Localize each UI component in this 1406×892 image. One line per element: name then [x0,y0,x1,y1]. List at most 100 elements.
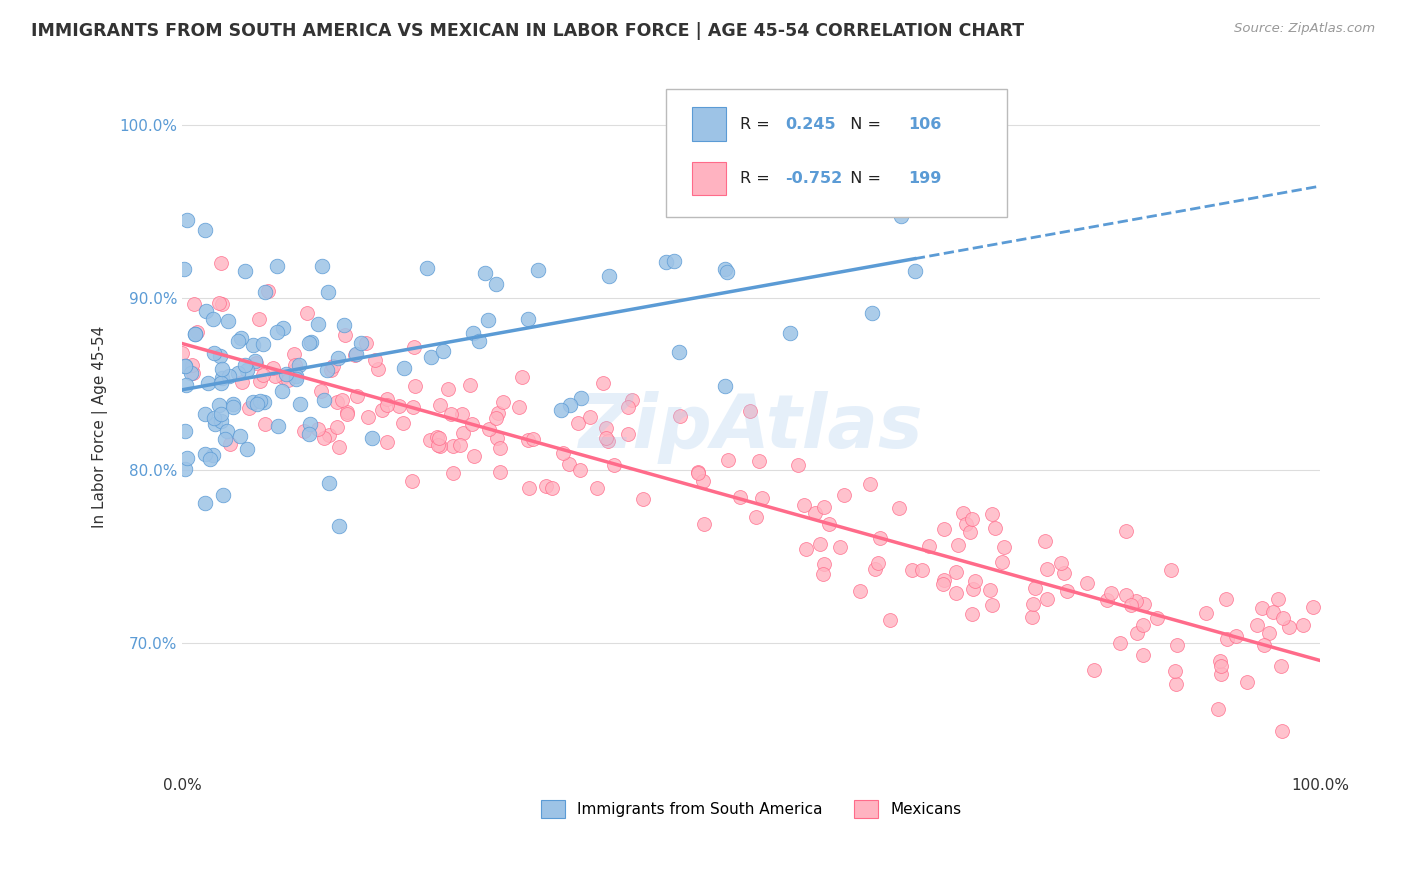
Point [208,397,231,411]
Point [1083,663,1105,677]
Point [330,392,353,407]
Point [257,285,280,299]
Point [284,359,307,373]
Point [1271,611,1294,625]
Point [246,397,269,411]
Point [603,458,626,472]
Point [516,433,538,447]
Point [1125,594,1147,608]
Point [1270,658,1292,673]
Point [1099,586,1122,600]
Point [284,363,307,377]
Point [233,264,256,278]
Point [1292,617,1315,632]
Text: -0.752: -0.752 [785,171,842,186]
Point [326,420,349,434]
Point [751,491,773,505]
Point [668,409,690,423]
Point [298,335,321,350]
Point [1115,524,1137,539]
Point [333,327,356,342]
Point [633,491,655,506]
Point [242,338,264,352]
Point [249,374,271,388]
Point [371,403,394,417]
Point [468,334,491,348]
Point [813,567,835,582]
Point [598,269,620,284]
Point [688,465,710,479]
Point [1209,667,1232,681]
Point [869,531,891,545]
Point [194,447,217,461]
Point [207,295,229,310]
Point [945,565,967,579]
Point [486,406,509,420]
Point [375,434,398,449]
Point [1253,638,1275,652]
Point [534,479,557,493]
Point [253,395,276,409]
Point [1050,556,1073,570]
Point [491,395,513,409]
Point [558,457,581,471]
Point [416,260,439,275]
Point [879,613,901,627]
Point [211,297,233,311]
Point [392,416,415,430]
Point [1095,593,1118,607]
Point [181,367,204,381]
Point [198,451,221,466]
Point [848,584,870,599]
Point [596,434,619,449]
Point [981,598,1004,612]
Point [202,345,225,359]
Text: N =: N = [839,171,886,186]
Point [1246,617,1268,632]
Point [569,463,592,477]
Point [1236,674,1258,689]
Point [298,417,321,431]
Point [218,437,240,451]
Point [429,430,451,444]
Point [620,393,643,408]
Point [489,465,512,479]
Point [336,405,359,419]
Point [194,222,217,236]
Point [328,351,350,366]
Point [254,285,277,299]
Point [787,458,810,472]
Point [932,523,955,537]
Point [474,266,496,280]
Point [890,209,912,223]
Point [592,376,614,390]
Point [236,363,259,377]
Point [441,467,464,481]
Point [1206,702,1229,716]
FancyBboxPatch shape [692,161,725,195]
Point [174,424,197,438]
Point [184,327,207,342]
Point [955,517,977,532]
Point [793,498,815,512]
Point [983,521,1005,535]
Point [267,419,290,434]
Point [1109,636,1132,650]
Point [748,454,770,468]
Point [617,401,640,415]
Point [932,574,955,588]
Point [211,362,233,376]
Point [450,407,472,421]
Point [209,349,232,363]
Point [1166,638,1188,652]
FancyBboxPatch shape [666,89,1007,217]
Point [172,346,194,360]
Point [692,474,714,488]
Point [1302,600,1324,615]
Point [1024,581,1046,595]
Point [1258,626,1281,640]
Point [222,401,245,415]
Point [569,391,592,405]
Text: 0.245: 0.245 [785,117,835,131]
Text: 199: 199 [908,171,942,186]
